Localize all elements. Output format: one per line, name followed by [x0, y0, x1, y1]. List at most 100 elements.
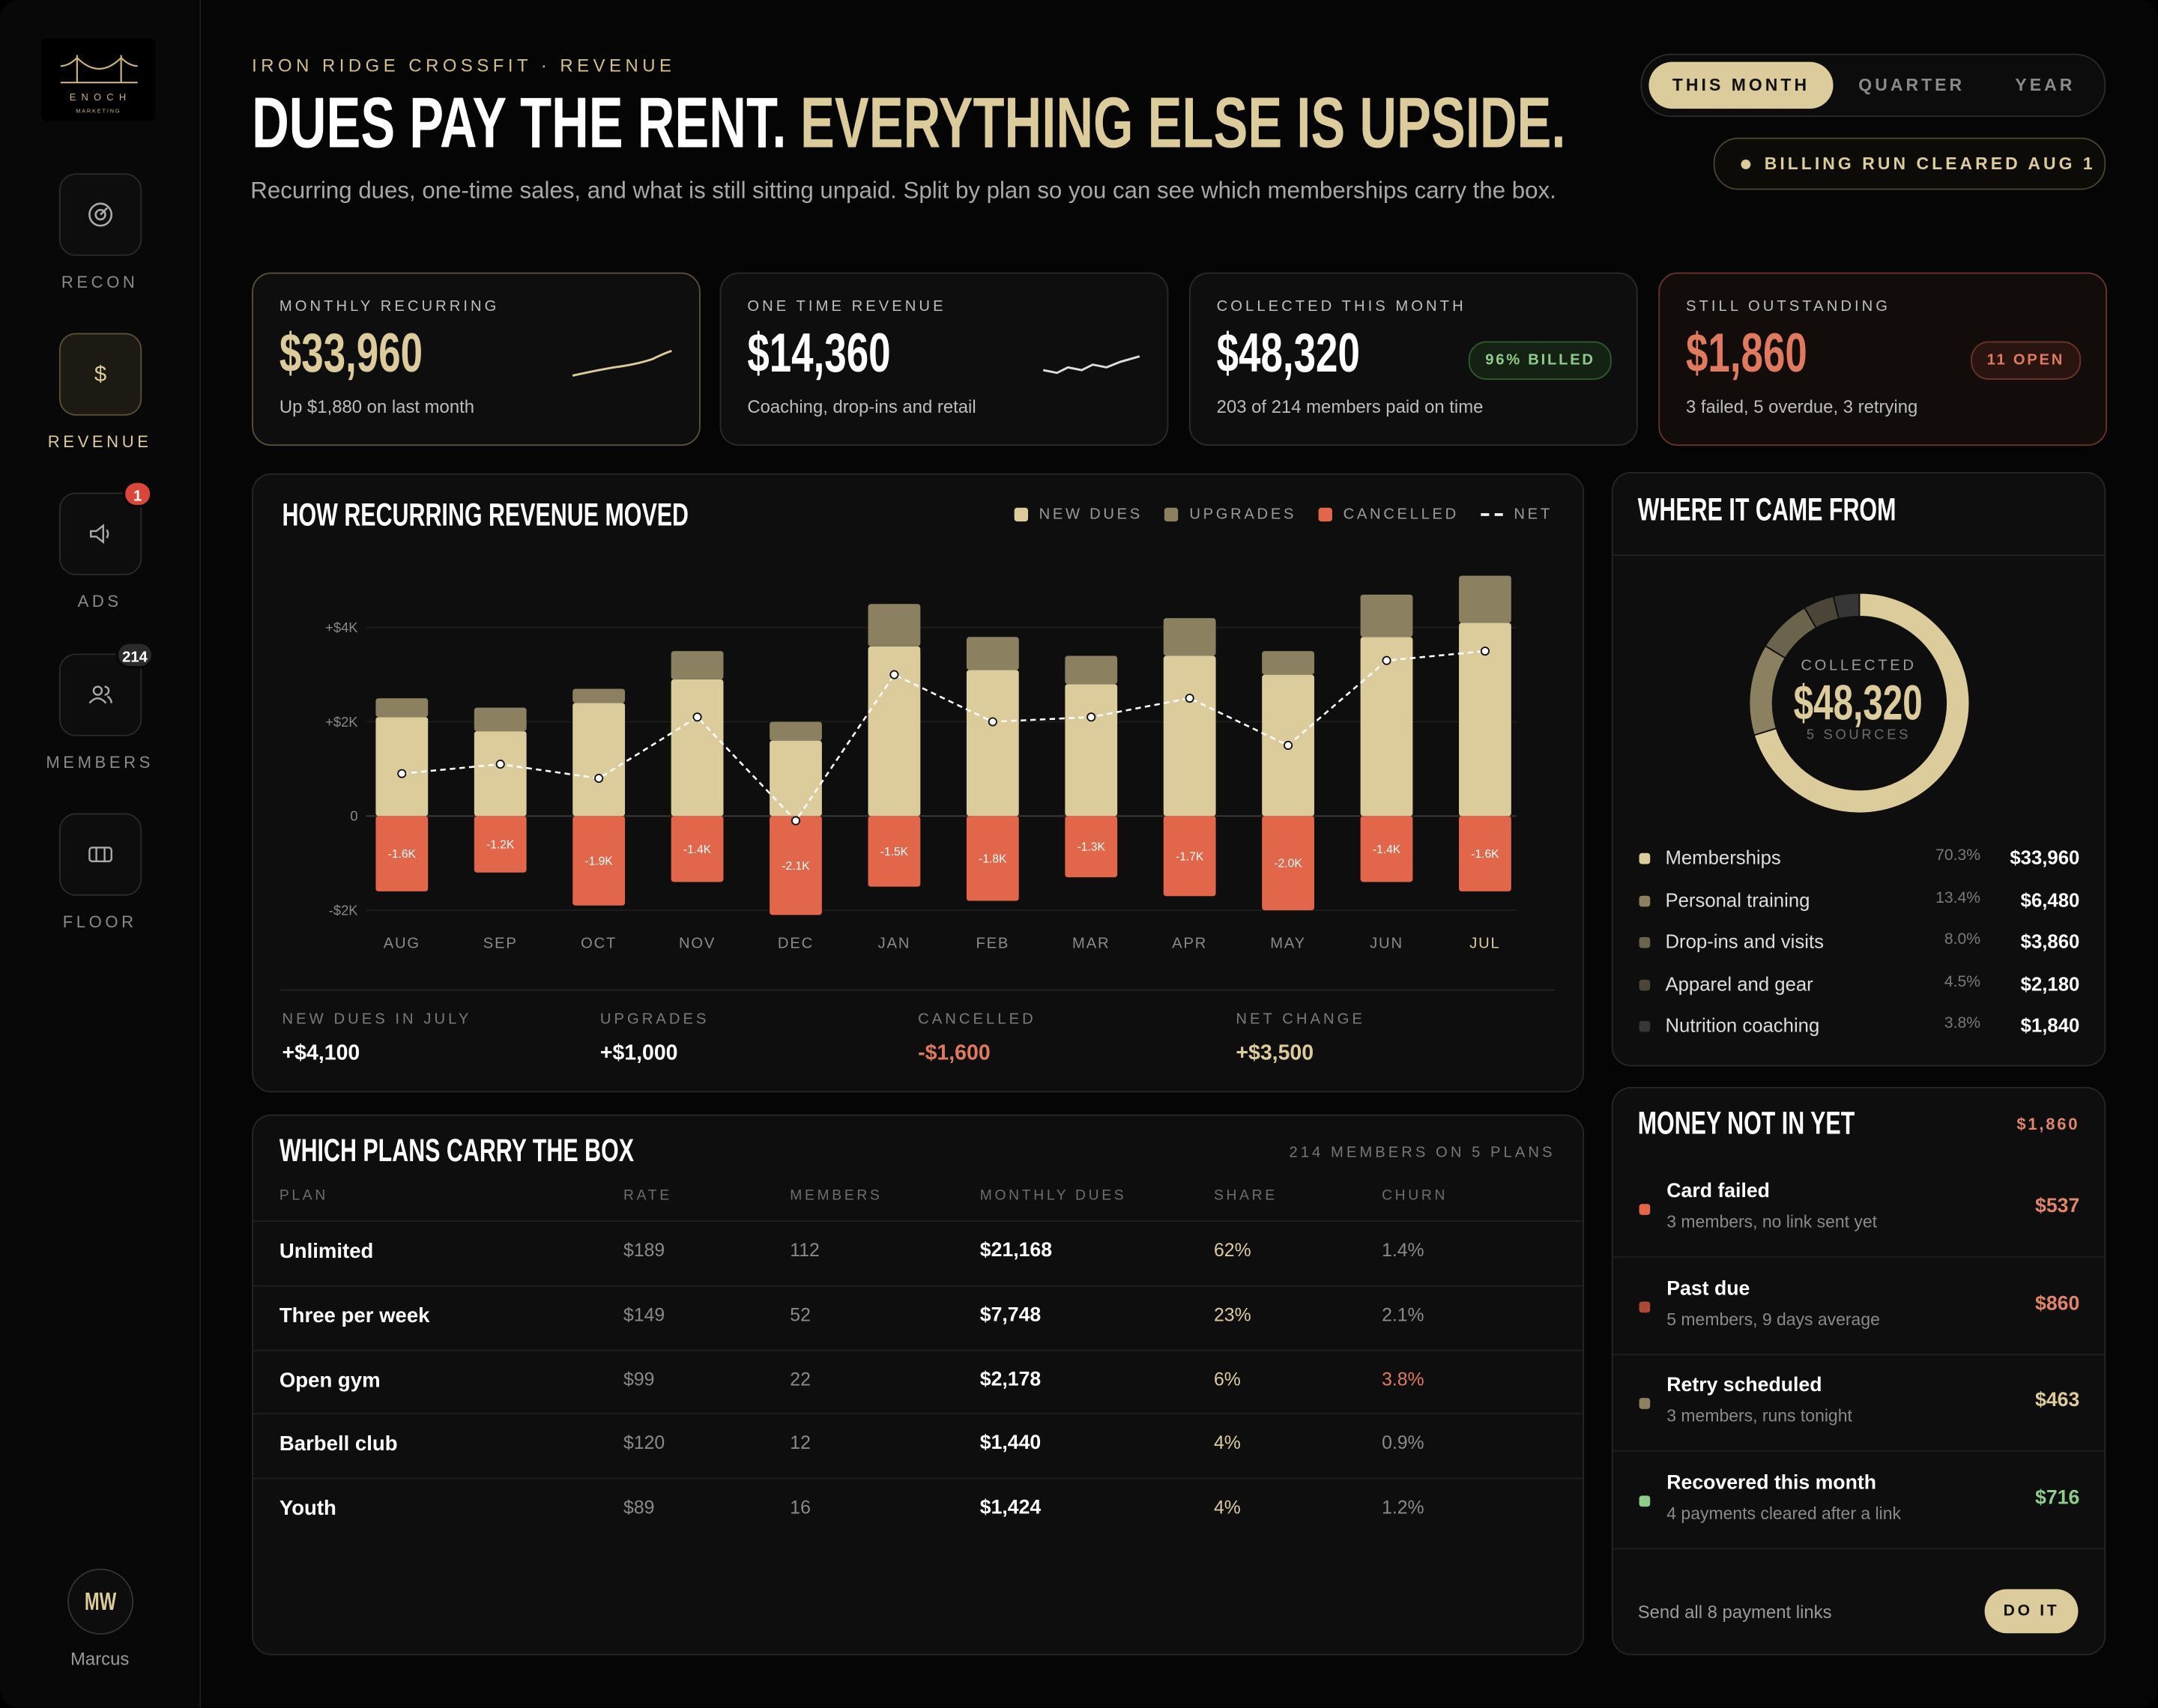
nav-badge: 1 [122, 480, 153, 508]
nav-label: FLOOR [62, 912, 137, 932]
donut-chart [1748, 592, 1971, 814]
table-cell: 1.2% [1382, 1497, 1424, 1518]
logo: E N O C H MARKETING [41, 38, 156, 121]
do-it-button[interactable]: DO IT [1984, 1589, 2079, 1634]
legend-label: NET [1514, 506, 1553, 523]
net-point [1480, 646, 1490, 656]
avatar[interactable]: MW [67, 1568, 134, 1635]
source-share: 70.3% [1935, 847, 1981, 864]
revenue-movement-card: HOW RECURRING REVENUE MOVED NEW DUES UPGR… [252, 473, 1585, 1093]
status-dot [1741, 160, 1751, 169]
sparkline-path [1042, 355, 1140, 375]
bar-segment [1065, 816, 1118, 878]
net-line [402, 649, 1486, 823]
bar-segment [375, 698, 429, 718]
summary-value: -$1,600 [918, 1041, 991, 1065]
source-amount: $33,960 [2010, 846, 2080, 868]
status-dot [1639, 1398, 1651, 1409]
nav-button[interactable]: $ [58, 333, 142, 416]
nav-button[interactable] [58, 813, 142, 896]
item-note: 3 members, runs tonight [1666, 1406, 1852, 1426]
source-share: 3.8% [1944, 1016, 1981, 1033]
table-cell: Open gym [279, 1368, 381, 1393]
kpi-value: $48,320 [1216, 323, 1360, 384]
y-tick-label: +$2K [325, 714, 358, 730]
bar-segment [770, 816, 822, 915]
sparkline [1042, 355, 1140, 375]
bar-value-label: -1.6K [1471, 848, 1499, 861]
nav-button[interactable] [58, 173, 142, 256]
source-name: Drop-ins and visits [1665, 930, 1824, 953]
row-divider [1613, 1353, 2105, 1355]
item-note: 3 members, no link sent yet [1666, 1212, 1878, 1232]
kpi-card: MONTHLY RECURRING $33,960 Up $1,880 on las… [252, 272, 701, 446]
x-tick-label: MAY [1270, 936, 1306, 952]
status-pill: BILLING RUN CLEARED AUG 1 [1713, 137, 2106, 190]
donut-slice [1753, 592, 1971, 814]
legend-label: CANCELLED [1343, 506, 1459, 523]
kpi-card: ONE TIME REVENUE $14,360 Coaching, drop-in… [719, 272, 1169, 446]
sources-title: WHERE IT CAME FROM [1637, 491, 1896, 527]
bar-value-label: -2.1K [782, 860, 810, 873]
kpi-label: COLLECTED THIS MONTH [1216, 298, 1466, 315]
bar-segment [1360, 816, 1413, 882]
column-header: PLAN [279, 1187, 328, 1205]
table-cell: 52 [790, 1303, 811, 1325]
donut-center-note: 5 SOURCES [1806, 727, 1911, 743]
bar-segment [375, 717, 429, 817]
item-amount: $860 [2035, 1292, 2080, 1315]
tab[interactable]: YEAR [2015, 76, 2076, 95]
row-divider [253, 1414, 1583, 1415]
column-header: CHURN [1382, 1187, 1448, 1205]
source-amount: $2,180 [2020, 972, 2080, 995]
table-cell: 62% [1214, 1239, 1251, 1261]
legend-item: NEW DUES [1014, 506, 1143, 523]
bar-value-label: -1.9K [585, 855, 614, 868]
nav-icon [88, 202, 113, 227]
x-tick-label: NOV [679, 936, 716, 952]
kpi-value: $33,960 [279, 323, 423, 384]
tab[interactable]: QUARTER [1858, 76, 1965, 95]
source-amount: $6,480 [2020, 888, 2080, 911]
legend-swatch [1318, 507, 1332, 522]
summary-value: +$1,000 [599, 1041, 678, 1065]
table-cell: Unlimited [279, 1239, 374, 1264]
subtitle: Recurring dues, one-time sales, and what… [250, 177, 1556, 204]
table-cell: Barbell club [279, 1432, 398, 1456]
nav-icon: $ [94, 362, 106, 387]
table-cell: 1.4% [1382, 1239, 1424, 1261]
table-cell: 4% [1214, 1497, 1241, 1518]
table-cell: 0.9% [1382, 1432, 1424, 1454]
bar-segment [868, 816, 921, 887]
bar-value-label: -1.2K [486, 839, 515, 852]
bar-segment [1065, 655, 1118, 685]
nav-button[interactable] [58, 492, 142, 575]
status-text: BILLING RUN CLEARED AUG 1 [1764, 154, 2096, 174]
nav-icon [90, 524, 109, 545]
legend-swatch [1481, 513, 1503, 516]
kpi-label: STILL OUTSTANDING [1686, 298, 1891, 315]
plans-title: WHICH PLANS CARRY THE BOX [279, 1132, 635, 1169]
item-note: 5 members, 9 days average [1666, 1309, 1880, 1329]
item-title: Past due [1666, 1277, 1750, 1300]
tab[interactable]: THIS MONTH [1648, 61, 1834, 109]
logo-name: E N O C H [69, 93, 127, 103]
net-point [594, 773, 604, 784]
status-dot [1639, 1494, 1651, 1506]
sidebar: E N O C H MARKETING MW Marcus RECON $ REVE… [0, 0, 202, 1708]
bar-segment [966, 816, 1019, 901]
bar-segment [375, 816, 429, 891]
summary-value: +$4,100 [282, 1041, 360, 1065]
summary-label: NEW DUES IN JULY [282, 1011, 472, 1029]
item-title: Retry scheduled [1666, 1374, 1822, 1397]
column-header: MONTHLY DUES [979, 1187, 1127, 1205]
bar-value-label: -1.5K [880, 846, 909, 858]
kpi-label: MONTHLY RECURRING [279, 298, 500, 315]
donut-slice [1832, 592, 1861, 620]
eyebrow: IRON RIDGE CROSSFIT · REVENUE [252, 55, 676, 76]
kpi-value-wrap: $14,360 [747, 324, 946, 386]
logo-sub: MARKETING [76, 107, 121, 115]
kpi-card: STILL OUTSTANDING $1,860 3 failed, 5 overd… [1658, 272, 2108, 446]
summary-label: NET CHANGE [1236, 1011, 1365, 1029]
table-cell: 23% [1214, 1303, 1251, 1325]
